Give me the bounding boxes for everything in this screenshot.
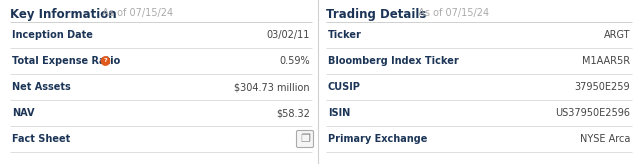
Text: ARGT: ARGT [604, 30, 630, 40]
Text: 0.59%: 0.59% [280, 56, 310, 66]
FancyBboxPatch shape [296, 131, 314, 147]
Text: CUSIP: CUSIP [328, 82, 361, 92]
Text: As of 07/15/24: As of 07/15/24 [412, 8, 489, 18]
Text: NYSE Arca: NYSE Arca [580, 134, 630, 144]
Text: Primary Exchange: Primary Exchange [328, 134, 428, 144]
Text: Total Expense Ratio: Total Expense Ratio [12, 56, 120, 66]
Text: Inception Date: Inception Date [12, 30, 93, 40]
Text: Key Information: Key Information [10, 8, 116, 21]
Text: Fact Sheet: Fact Sheet [12, 134, 70, 144]
Text: US37950E2596: US37950E2596 [555, 108, 630, 118]
Text: Trading Details: Trading Details [326, 8, 426, 21]
Text: Ticker: Ticker [328, 30, 362, 40]
Text: $58.32: $58.32 [276, 108, 310, 118]
Text: Net Assets: Net Assets [12, 82, 71, 92]
Text: ❐: ❐ [300, 133, 310, 144]
Text: $304.73 million: $304.73 million [234, 82, 310, 92]
Text: 37950E259: 37950E259 [574, 82, 630, 92]
Text: ISIN: ISIN [328, 108, 350, 118]
Text: ?: ? [104, 58, 108, 63]
Text: M1AAR5R: M1AAR5R [582, 56, 630, 66]
Text: Bloomberg Index Ticker: Bloomberg Index Ticker [328, 56, 459, 66]
Text: NAV: NAV [12, 108, 35, 118]
Text: 03/02/11: 03/02/11 [267, 30, 310, 40]
Text: As of 07/15/24: As of 07/15/24 [96, 8, 173, 18]
Circle shape [101, 57, 109, 65]
